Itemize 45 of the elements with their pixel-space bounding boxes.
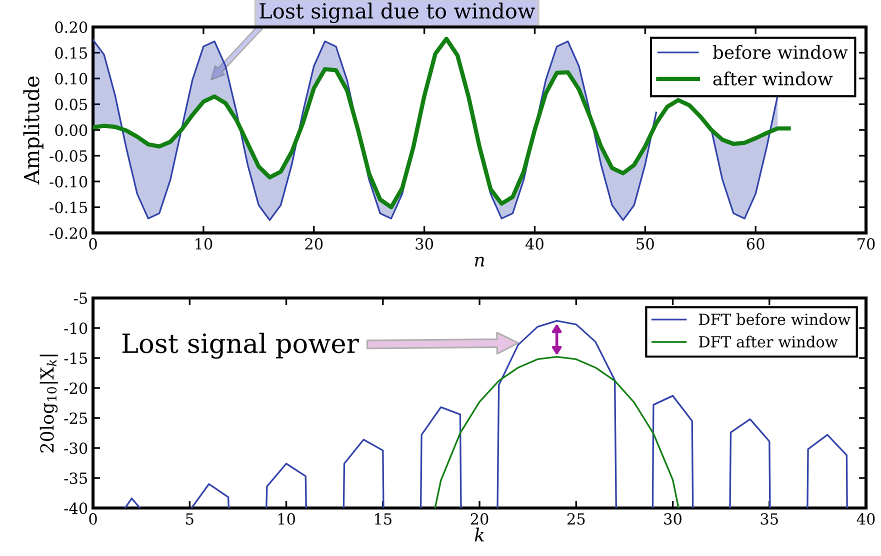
x-tick-label: 70 <box>858 238 875 250</box>
x-tick-label: 40 <box>525 238 544 250</box>
line-series <box>434 356 680 508</box>
legend-label: after window <box>713 72 833 86</box>
x-axis-title: n <box>474 256 484 266</box>
y-axis-title: 20log$_{10}$|X$_{k}$| <box>40 354 58 452</box>
x-tick-label: 60 <box>746 238 764 250</box>
y-tick-label: -40 <box>64 502 88 514</box>
annotation: Lost signal power <box>122 332 359 359</box>
y-tick-label: -20 <box>64 382 88 394</box>
y-tick-label: 0.15 <box>55 47 87 59</box>
text: Lost signal due to window <box>260 2 535 24</box>
x-tick-label: 20 <box>470 513 488 525</box>
y-tick-label: -25 <box>64 412 87 424</box>
x-tick-label: 5 <box>186 513 194 525</box>
x-tick-label: 10 <box>278 513 295 525</box>
x-tick-label: 40 <box>856 513 875 525</box>
y-tick-label: -10 <box>64 322 88 334</box>
y-tick-label: -30 <box>64 442 88 454</box>
y-tick-label: -35 <box>64 472 87 484</box>
x-tick-label: 0 <box>89 238 97 250</box>
x-tick-label: 0 <box>89 513 97 525</box>
y-tick-label: -5 <box>74 292 87 304</box>
x-tick-label: 35 <box>760 513 778 525</box>
y-tick-label: -0.20 <box>50 227 88 239</box>
x-tick-label: 25 <box>567 513 585 525</box>
x-tick-label: 15 <box>375 513 392 525</box>
legend-label: before window <box>712 45 848 59</box>
x-tick-label: 50 <box>636 238 654 250</box>
x-tick-label: 30 <box>664 513 682 525</box>
x-tick-label: 20 <box>305 238 323 250</box>
y-tick-label: 0.10 <box>55 72 88 84</box>
y-tick-label: -15 <box>64 352 87 364</box>
y-tick-label: -0.10 <box>50 176 88 188</box>
x-tick-label: 10 <box>196 238 212 250</box>
y-tick-label: -0.15 <box>50 202 87 214</box>
y-tick-label: -0.05 <box>50 150 87 162</box>
y-tick-label: 0.20 <box>55 21 88 33</box>
legend-label: DFT before window <box>698 313 851 326</box>
y-tick-label: 0.05 <box>55 98 87 110</box>
y-tick-label: 0.00 <box>55 124 88 136</box>
y-axis-title: Amplitude <box>23 76 44 185</box>
x-axis-title: k <box>474 528 484 542</box>
x-tick-label: 30 <box>416 238 434 250</box>
legend-label: DFT after window <box>698 336 838 348</box>
